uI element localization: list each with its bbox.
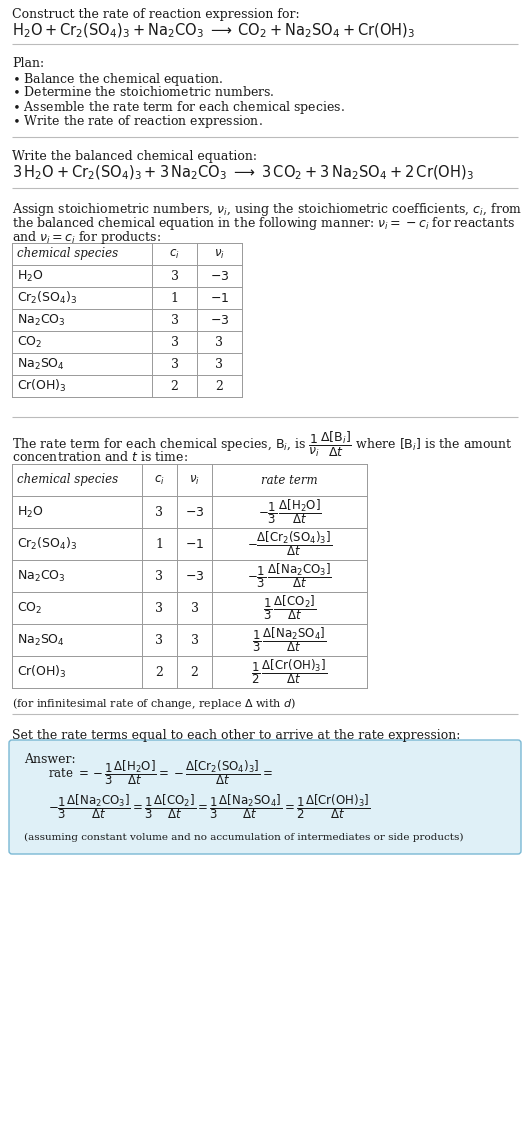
Text: $\mathrm{Cr(OH)_3}$: $\mathrm{Cr(OH)_3}$ — [17, 664, 67, 679]
Text: $\bullet$ Balance the chemical equation.: $\bullet$ Balance the chemical equation. — [12, 71, 224, 88]
FancyBboxPatch shape — [9, 740, 521, 854]
Text: $c_i$: $c_i$ — [154, 474, 165, 486]
Text: $\dfrac{1}{2}\,\dfrac{\Delta[\mathrm{Cr(OH)_3}]}{\Delta t}$: $\dfrac{1}{2}\,\dfrac{\Delta[\mathrm{Cr(… — [251, 658, 328, 686]
Text: $\mathrm{Na_2SO_4}$: $\mathrm{Na_2SO_4}$ — [17, 356, 65, 371]
Text: The rate term for each chemical species, $\mathrm{B}_i$, is $\dfrac{1}{\nu_i}\df: The rate term for each chemical species,… — [12, 431, 513, 459]
Text: $\bullet$ Write the rate of reaction expression.: $\bullet$ Write the rate of reaction exp… — [12, 113, 263, 130]
Text: Write the balanced chemical equation:: Write the balanced chemical equation: — [12, 150, 257, 163]
Text: $-3$: $-3$ — [185, 570, 204, 582]
Text: $\mathrm{Cr_2(SO_4)_3}$: $\mathrm{Cr_2(SO_4)_3}$ — [17, 290, 77, 306]
Text: 2: 2 — [191, 666, 198, 678]
Text: and $\nu_i = c_i$ for products:: and $\nu_i = c_i$ for products: — [12, 230, 161, 246]
Text: $\bullet$ Determine the stoichiometric numbers.: $\bullet$ Determine the stoichiometric n… — [12, 85, 275, 99]
Text: 3: 3 — [155, 506, 163, 518]
Text: chemical species: chemical species — [17, 474, 118, 486]
Text: $\dfrac{1}{3}\,\dfrac{\Delta[\mathrm{Na_2SO_4}]}{\Delta t}$: $\dfrac{1}{3}\,\dfrac{\Delta[\mathrm{Na_… — [252, 626, 326, 654]
Text: $\nu_i$: $\nu_i$ — [214, 248, 225, 260]
Text: $\mathrm{H_2O}$: $\mathrm{H_2O}$ — [17, 268, 43, 283]
Text: $-\dfrac{1}{3}\dfrac{\Delta[\mathrm{Na_2CO_3}]}{\Delta t} = \dfrac{1}{3}\dfrac{\: $-\dfrac{1}{3}\dfrac{\Delta[\mathrm{Na_2… — [48, 793, 370, 821]
Text: $-\dfrac{\Delta[\mathrm{Cr_2(SO_4)_3}]}{\Delta t}$: $-\dfrac{\Delta[\mathrm{Cr_2(SO_4)_3}]}{… — [247, 530, 332, 558]
Text: $c_i$: $c_i$ — [169, 248, 180, 260]
Text: 3: 3 — [171, 270, 179, 282]
Text: $\mathrm{H_2O}$: $\mathrm{H_2O}$ — [17, 505, 43, 520]
Text: 3: 3 — [216, 357, 224, 370]
Text: $-1$: $-1$ — [210, 291, 229, 305]
Text: rate $= -\dfrac{1}{3}\dfrac{\Delta[\mathrm{H_2O}]}{\Delta t} = -\dfrac{\Delta[\m: rate $= -\dfrac{1}{3}\dfrac{\Delta[\math… — [48, 758, 273, 787]
Text: 1: 1 — [155, 538, 163, 550]
Text: 3: 3 — [155, 602, 163, 614]
Text: Plan:: Plan: — [12, 57, 44, 70]
Text: $\mathrm{Cr(OH)_3}$: $\mathrm{Cr(OH)_3}$ — [17, 378, 67, 394]
Text: the balanced chemical equation in the following manner: $\nu_i = -c_i$ for react: the balanced chemical equation in the fo… — [12, 215, 515, 232]
Text: $-\dfrac{1}{3}\,\dfrac{\Delta[\mathrm{Na_2CO_3}]}{\Delta t}$: $-\dfrac{1}{3}\,\dfrac{\Delta[\mathrm{Na… — [247, 562, 332, 590]
Text: 2: 2 — [216, 379, 224, 393]
Text: 3: 3 — [171, 314, 179, 327]
Text: 3: 3 — [216, 336, 224, 348]
Text: $-3$: $-3$ — [210, 270, 229, 282]
Text: $\dfrac{1}{3}\,\dfrac{\Delta[\mathrm{CO_2}]}{\Delta t}$: $\dfrac{1}{3}\,\dfrac{\Delta[\mathrm{CO_… — [263, 594, 316, 622]
Text: Set the rate terms equal to each other to arrive at the rate expression:: Set the rate terms equal to each other t… — [12, 729, 461, 742]
Text: $\bullet$ Assemble the rate term for each chemical species.: $\bullet$ Assemble the rate term for eac… — [12, 99, 345, 116]
Text: $-\dfrac{1}{3}\,\dfrac{\Delta[\mathrm{H_2O}]}{\Delta t}$: $-\dfrac{1}{3}\,\dfrac{\Delta[\mathrm{H_… — [258, 498, 321, 526]
Text: $\mathrm{Na_2CO_3}$: $\mathrm{Na_2CO_3}$ — [17, 313, 66, 328]
Text: 2: 2 — [156, 666, 163, 678]
Text: (assuming constant volume and no accumulation of intermediates or side products): (assuming constant volume and no accumul… — [24, 833, 464, 842]
Text: 3: 3 — [190, 634, 199, 646]
Text: 3: 3 — [190, 602, 199, 614]
Text: $-3$: $-3$ — [185, 506, 204, 518]
Text: $\mathrm{Na_2CO_3}$: $\mathrm{Na_2CO_3}$ — [17, 569, 66, 584]
Text: 3: 3 — [171, 357, 179, 370]
Text: $\mathrm{Cr_2(SO_4)_3}$: $\mathrm{Cr_2(SO_4)_3}$ — [17, 536, 77, 552]
Text: $\mathrm{CO_2}$: $\mathrm{CO_2}$ — [17, 335, 42, 349]
Text: $\mathrm{CO_2}$: $\mathrm{CO_2}$ — [17, 601, 42, 616]
Text: $\mathrm{3\,H_2O + Cr_2(SO_4)_3 + 3\,Na_2CO_3 \;\longrightarrow\; 3\,CO_2 + 3\,N: $\mathrm{3\,H_2O + Cr_2(SO_4)_3 + 3\,Na_… — [12, 164, 474, 183]
Text: 3: 3 — [171, 336, 179, 348]
Text: 1: 1 — [171, 291, 179, 305]
Text: $-3$: $-3$ — [210, 314, 229, 327]
Text: 3: 3 — [155, 634, 163, 646]
Text: concentration and $t$ is time:: concentration and $t$ is time: — [12, 450, 188, 464]
Text: rate term: rate term — [261, 474, 318, 486]
Text: Construct the rate of reaction expression for:: Construct the rate of reaction expressio… — [12, 8, 299, 21]
Text: $-1$: $-1$ — [185, 538, 204, 550]
Text: Assign stoichiometric numbers, $\nu_i$, using the stoichiometric coefficients, $: Assign stoichiometric numbers, $\nu_i$, … — [12, 201, 522, 218]
Text: $\mathrm{H_2O + Cr_2(SO_4)_3 + Na_2CO_3 \;\longrightarrow\; CO_2 + Na_2SO_4 + Cr: $\mathrm{H_2O + Cr_2(SO_4)_3 + Na_2CO_3 … — [12, 22, 416, 40]
Text: $\nu_i$: $\nu_i$ — [189, 474, 200, 486]
Text: chemical species: chemical species — [17, 248, 118, 260]
Text: 3: 3 — [155, 570, 163, 582]
Text: $\mathrm{Na_2SO_4}$: $\mathrm{Na_2SO_4}$ — [17, 633, 65, 648]
Text: 2: 2 — [171, 379, 179, 393]
Text: Answer:: Answer: — [24, 753, 76, 766]
Text: (for infinitesimal rate of change, replace $\Delta$ with $d$): (for infinitesimal rate of change, repla… — [12, 695, 296, 711]
